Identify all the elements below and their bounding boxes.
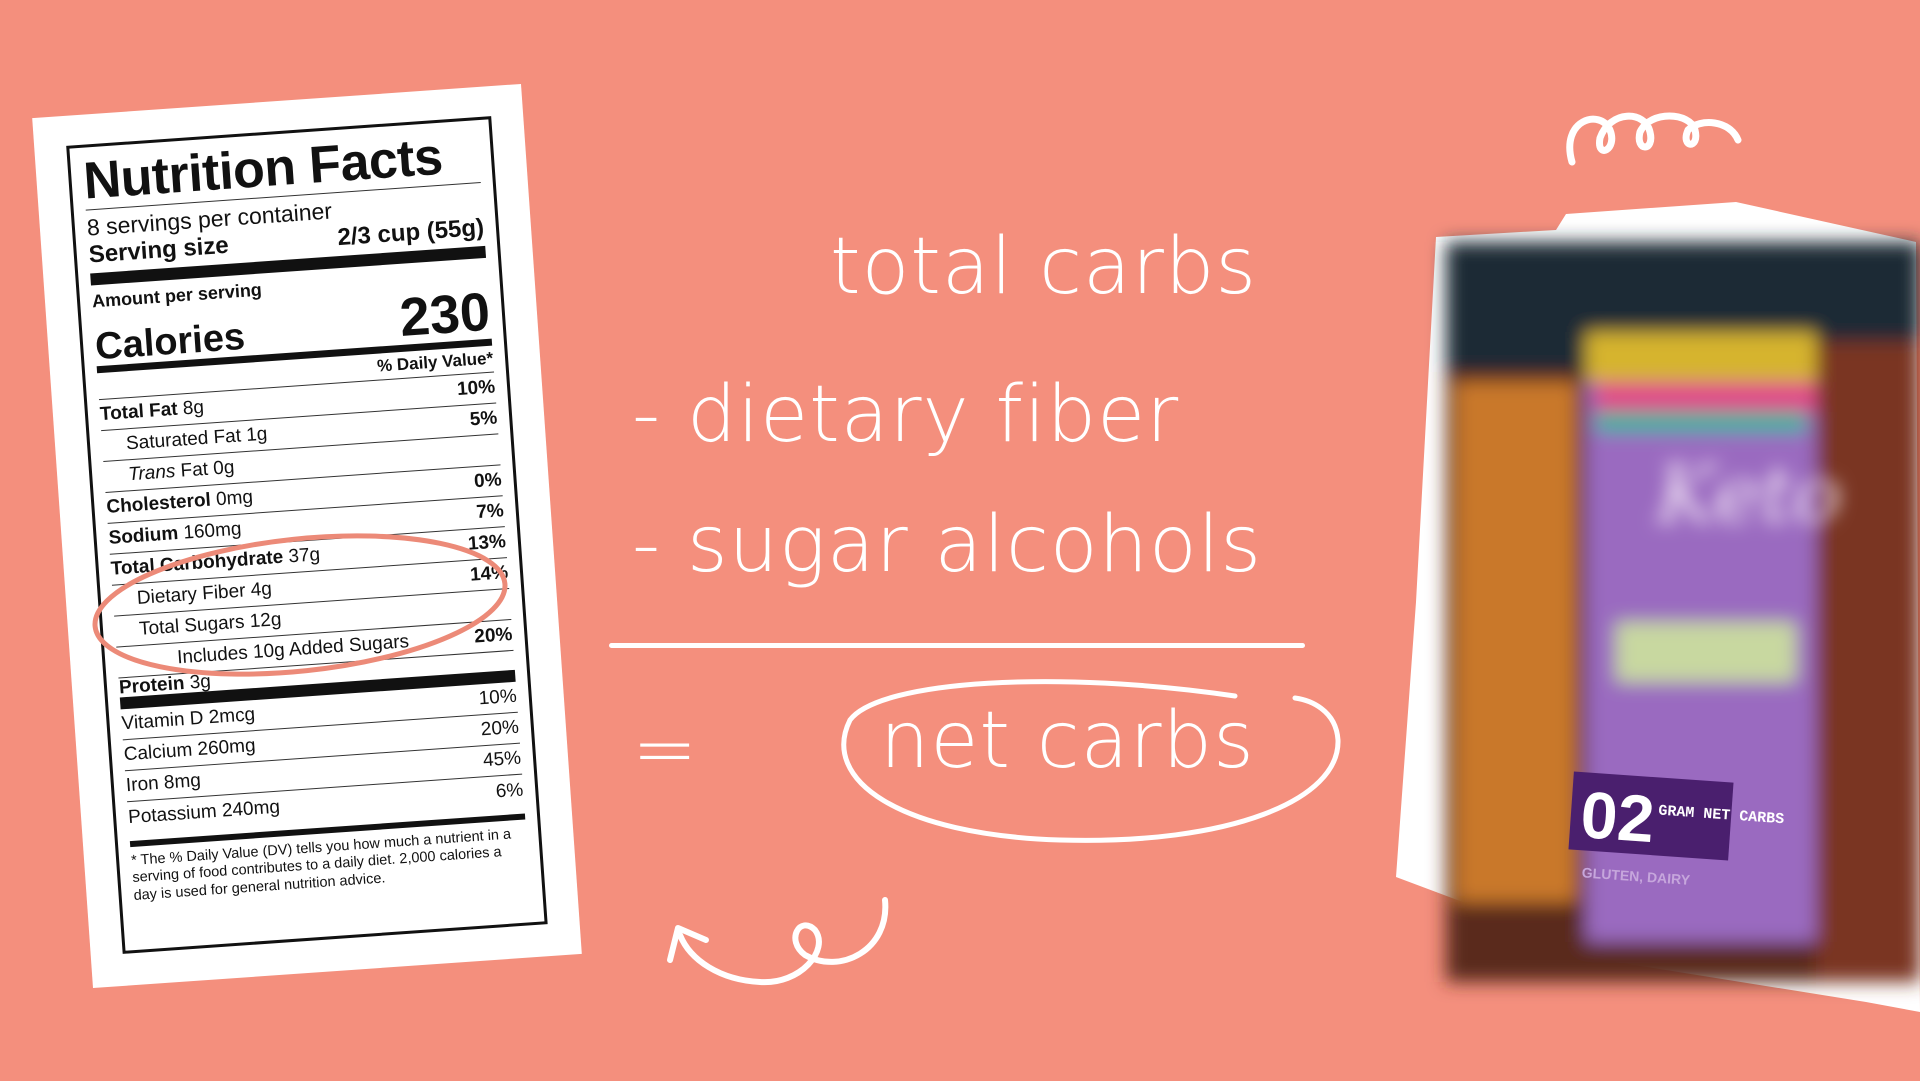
product-subtext: GLUTEN, DAIRY <box>1581 864 1691 888</box>
product-brand: Keto <box>1654 448 1841 541</box>
formula-total-carbs: total carbs <box>830 222 1258 312</box>
net-carbs-badge-number: 02 <box>1578 777 1656 856</box>
formula-equals: = <box>632 705 699 795</box>
formula-divider <box>609 643 1305 648</box>
formula-sugar-alcohols: - sugar alcohols <box>632 500 1263 590</box>
formula-net-carbs: net carbs <box>880 696 1255 786</box>
keto-product-photo: Keto 02 GRAM NET CARBS GLUTEN, DAIRY <box>1396 202 1920 1012</box>
formula-dietary-fiber: - dietary fiber <box>632 370 1180 460</box>
